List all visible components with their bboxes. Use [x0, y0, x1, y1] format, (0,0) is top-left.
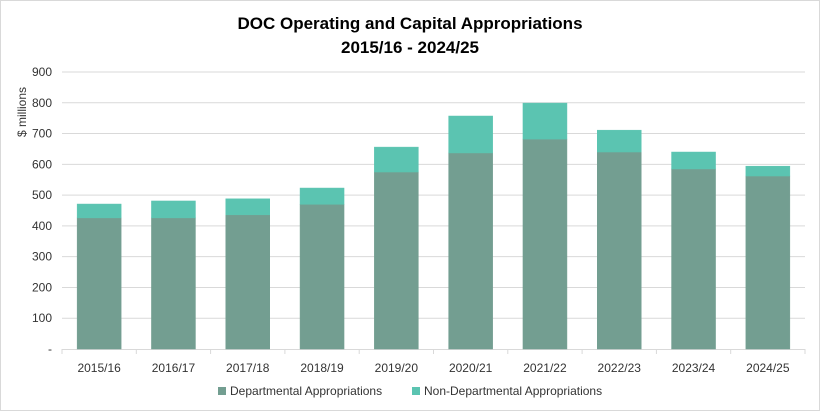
x-tick-label: 2020/21: [449, 361, 493, 375]
x-tick-label: 2022/23: [598, 361, 642, 375]
bar-non-departmental: [597, 129, 642, 153]
bar-non-departmental: [225, 198, 270, 216]
legend-label: Non-Departmental Appropriations: [424, 384, 602, 398]
bar-non-departmental: [374, 146, 419, 173]
y-tick-label: 100: [32, 311, 52, 325]
bar-departmental: [522, 138, 568, 350]
bar-non-departmental: [745, 165, 791, 177]
bar-non-departmental: [299, 187, 345, 205]
y-axis-label: $ millions: [15, 87, 29, 137]
bar-non-departmental: [671, 151, 716, 170]
y-tick-label: 400: [32, 219, 52, 233]
x-tick-label: 2016/17: [152, 361, 196, 375]
y-tick-label: 300: [32, 250, 52, 264]
x-tick-label: 2021/22: [523, 361, 567, 375]
x-tick-label: 2023/24: [672, 361, 716, 375]
bar-departmental: [151, 217, 196, 350]
y-tick-label: 700: [32, 127, 52, 141]
bar-non-departmental: [522, 102, 568, 140]
bar-non-departmental: [76, 203, 122, 219]
legend: Departmental Appropriations Non-Departmen…: [218, 384, 602, 398]
legend-label: Departmental Appropriations: [230, 384, 382, 398]
bar-departmental: [374, 171, 419, 350]
legend-swatch: [218, 387, 226, 395]
x-tick-label: 2017/18: [226, 361, 270, 375]
x-axis-ticks: 2015/16 2016/17 2017/18 2018/19 2019/20 2020/…: [77, 361, 789, 375]
chart-title: DOC Operating and Capital Appropriations: [237, 14, 583, 33]
x-tick-label: 2018/19: [300, 361, 344, 375]
bar-departmental: [745, 175, 791, 350]
y-tick-label: 500: [32, 188, 52, 202]
y-axis-ticks: - 100 200 300 400 500 600 700 800 900: [32, 65, 52, 356]
chart-title-block: DOC Operating and Capital Appropriations…: [0, 12, 820, 60]
y-tick-label: 600: [32, 157, 52, 171]
bars: [76, 102, 791, 350]
y-tick-label: 800: [32, 96, 52, 110]
bar-departmental: [597, 151, 642, 350]
y-tick-label: 900: [32, 65, 52, 79]
bar-departmental: [671, 168, 716, 350]
bar-departmental: [225, 214, 270, 350]
bar-non-departmental: [448, 115, 493, 154]
x-tick-label: 2015/16: [77, 361, 121, 375]
chart-subtitle: 2015/16 - 2024/25: [340, 38, 479, 57]
legend-swatch: [412, 387, 420, 395]
bar-non-departmental: [151, 200, 196, 219]
x-tick-label: 2019/20: [375, 361, 419, 375]
y-tick-label: -: [48, 342, 52, 356]
x-tick-label: 2024/25: [746, 361, 790, 375]
y-tick-label: 200: [32, 280, 52, 294]
bar-departmental: [76, 217, 122, 350]
bar-departmental: [448, 152, 493, 350]
bar-departmental: [299, 204, 345, 350]
